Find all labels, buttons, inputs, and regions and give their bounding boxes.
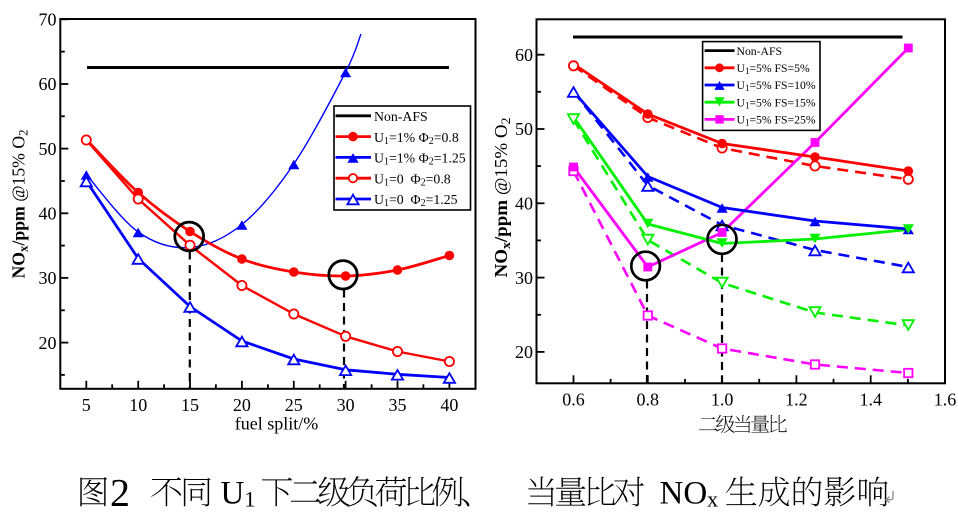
svg-text:Non-AFS: Non-AFS [737,45,782,58]
svg-text:50: 50 [515,119,533,139]
svg-text:30: 30 [337,395,355,415]
svg-text:Non-AFS: Non-AFS [374,109,428,124]
svg-text:0.6: 0.6 [562,390,585,410]
svg-text:NOx/ppm @15% O2: NOx/ppm @15% O2 [9,130,31,279]
svg-text:50: 50 [39,139,57,159]
svg-text:35: 35 [389,395,407,415]
svg-text:25: 25 [285,395,303,415]
svg-text:20: 20 [515,342,533,362]
svg-text:40: 40 [440,395,458,415]
svg-text:U1=0 Φ2=1.25: U1=0 Φ2=1.25 [374,192,458,209]
svg-text:1.4: 1.4 [859,390,882,410]
svg-text:30: 30 [515,268,533,288]
svg-text:20: 20 [39,333,57,353]
svg-text:U1=1% Φ2=1.25: U1=1% Φ2=1.25 [374,151,466,168]
svg-text:NOx/ppm @15% O2: NOx/ppm @15% O2 [491,117,513,277]
svg-text:2: 2 [110,472,130,512]
svg-text:1.2: 1.2 [785,390,808,410]
svg-text:10: 10 [129,395,147,415]
svg-text:1.6: 1.6 [934,390,957,410]
svg-text:40: 40 [39,204,57,224]
svg-text:30: 30 [39,268,57,288]
svg-text:70: 70 [39,10,57,30]
svg-text:5: 5 [82,395,91,415]
svg-text:fuel split/%: fuel split/% [235,414,319,434]
svg-text:U1=5% FS=25%: U1=5% FS=25% [737,114,816,128]
svg-text:40: 40 [515,194,533,214]
svg-text:60: 60 [39,74,57,94]
svg-text:15: 15 [181,395,199,415]
svg-text:U1=0 Φ2=0.8: U1=0 Φ2=0.8 [374,171,451,188]
svg-text:1.0: 1.0 [711,390,734,410]
svg-text:0.8: 0.8 [637,390,660,410]
svg-text:U1=5% FS=15%: U1=5% FS=15% [737,96,816,110]
svg-text:U1=5% FS=5%: U1=5% FS=5% [737,62,810,76]
svg-text:U1=1% Φ2=0.8: U1=1% Φ2=0.8 [374,130,459,147]
svg-text:20: 20 [233,395,251,415]
svg-text:U1=5% FS=10%: U1=5% FS=10% [737,79,816,93]
svg-text:60: 60 [515,45,533,65]
